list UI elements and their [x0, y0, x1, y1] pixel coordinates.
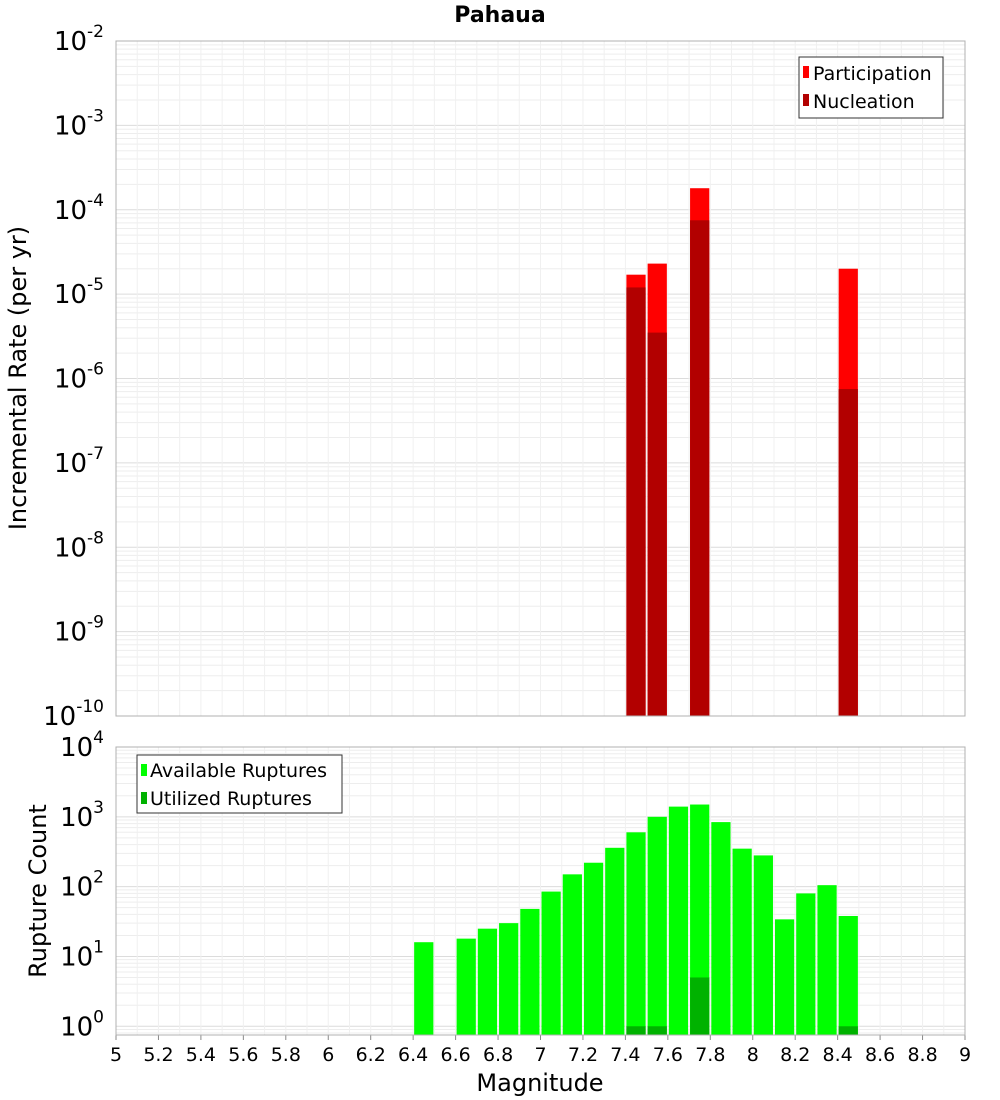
- available-ruptures-bar: [753, 855, 773, 1035]
- available-ruptures-bar: [414, 942, 434, 1035]
- x-tick-label: 8.2: [780, 1044, 810, 1066]
- count-legend-box: [136, 754, 343, 814]
- y-tick-label: 104: [60, 728, 104, 763]
- available-ruptures-bar: [732, 848, 752, 1035]
- available-ruptures-bar: [796, 893, 816, 1035]
- count-panel: 100 101 102 103 104 5 5.2 5.4 5.6 5.8 6 6.2 6.4 6.6 6…: [24, 728, 971, 1097]
- nucleation-bar: [626, 287, 646, 716]
- x-tick-label: 5.6: [228, 1044, 258, 1066]
- x-tick-label: 6: [322, 1044, 334, 1066]
- count-legend: Available Ruptures Utilized Ruptures: [136, 754, 343, 814]
- available-ruptures-bar: [838, 915, 858, 1035]
- y-tick-label: 10-7: [54, 444, 104, 479]
- available-ruptures-bar: [520, 908, 540, 1035]
- count-y-ticks: 100 101 102 103 104: [60, 728, 104, 1042]
- available-ruptures-bar: [668, 806, 689, 1035]
- rate-plot-frame: [115, 40, 966, 717]
- chart-title: Pahaua: [454, 3, 545, 28]
- legend-swatch-participation: [803, 66, 809, 78]
- x-tick-label: 7.4: [610, 1044, 640, 1066]
- legend-swatch-utilized: [141, 792, 147, 804]
- y-tick-label: 102: [60, 868, 104, 903]
- nucleation-bar: [838, 389, 858, 716]
- x-tick-label: 5.8: [271, 1044, 301, 1066]
- utilized-ruptures-bar: [647, 1026, 667, 1035]
- utilized-ruptures-bar: [690, 977, 710, 1035]
- rate-legend: Participation Nucleation: [798, 56, 944, 119]
- legend-label-utilized: Utilized Ruptures: [150, 788, 312, 810]
- legend-label-nucleation: Nucleation: [813, 91, 915, 113]
- available-ruptures-bar: [711, 822, 731, 1035]
- rate-panel: 10-10 10-9 10-8 10-7 10-6 10-5 10-4 10-3 10-2 Pa…: [4, 3, 966, 732]
- y-tick-label: 103: [60, 798, 104, 833]
- available-ruptures-bar: [583, 862, 604, 1035]
- rate-grid: [115, 40, 966, 717]
- y-tick-label: 10-3: [54, 106, 104, 141]
- rate-legend-box: [798, 56, 944, 119]
- x-axis-label: Magnitude: [476, 1069, 603, 1097]
- nucleation-bar: [690, 220, 710, 717]
- y-tick-label: 10-8: [54, 528, 104, 563]
- rate-y-ticks: 10-10 10-9 10-8 10-7 10-6 10-5 10-4 10-3 10-2: [43, 22, 104, 732]
- rate-bars: [626, 188, 858, 717]
- y-tick-label: 100: [60, 1007, 104, 1042]
- available-ruptures-bar: [690, 804, 710, 1035]
- available-ruptures-bar: [626, 832, 646, 1035]
- available-ruptures-bar: [477, 928, 498, 1035]
- x-tick-label: 5: [110, 1044, 122, 1066]
- available-ruptures-bar: [562, 874, 582, 1035]
- y-tick-label: 10-4: [54, 191, 104, 226]
- legend-label-participation: Participation: [813, 63, 932, 85]
- utilized-ruptures-bar: [626, 1026, 646, 1035]
- x-tick-label: 6.2: [356, 1044, 386, 1066]
- utilized-ruptures-bar: [838, 1026, 858, 1035]
- count-y-axis-label: Rupture Count: [24, 804, 52, 978]
- count-x-ticks: 5 5.2 5.4 5.6 5.8 6 6.2 6.4 6.6 6.8 7 7.2 7.4 7.6 7.8 8…: [110, 1035, 971, 1066]
- count-plot-frame: [115, 746, 966, 1036]
- x-tick-label: 6.8: [483, 1044, 513, 1066]
- y-tick-label: 10-5: [54, 275, 104, 310]
- x-tick-label: 6.6: [440, 1044, 470, 1066]
- x-tick-label: 9: [959, 1044, 971, 1066]
- x-tick-label: 8.6: [865, 1044, 895, 1066]
- available-ruptures-bar: [817, 885, 837, 1035]
- y-tick-label: 101: [60, 937, 104, 972]
- y-tick-label: 10-2: [54, 22, 104, 57]
- nucleation-bar: [647, 332, 667, 716]
- available-ruptures-bar: [499, 923, 519, 1035]
- x-tick-label: 5.4: [186, 1044, 216, 1066]
- x-tick-label: 7: [534, 1044, 546, 1066]
- legend-swatch-nucleation: [803, 94, 809, 106]
- x-tick-label: 5.2: [143, 1044, 173, 1066]
- y-tick-label: 10-9: [54, 613, 104, 648]
- count-bars: [414, 804, 858, 1035]
- available-ruptures-bar: [605, 847, 625, 1035]
- available-ruptures-bar: [774, 919, 795, 1035]
- x-tick-label: 8: [747, 1044, 759, 1066]
- x-tick-label: 7.6: [653, 1044, 683, 1066]
- x-tick-label: 7.2: [568, 1044, 598, 1066]
- legend-label-available: Available Ruptures: [150, 760, 327, 782]
- rate-y-axis-label: Incremental Rate (per yr): [4, 226, 32, 530]
- x-tick-label: 6.4: [398, 1044, 428, 1066]
- legend-swatch-available: [141, 764, 147, 776]
- y-tick-label: 10-10: [43, 697, 104, 732]
- y-tick-label: 10-6: [54, 360, 104, 395]
- available-ruptures-bar: [541, 891, 561, 1035]
- x-tick-label: 8.4: [823, 1044, 853, 1066]
- available-ruptures-bar: [647, 816, 667, 1035]
- x-tick-label: 8.8: [907, 1044, 937, 1066]
- x-tick-label: 7.8: [695, 1044, 725, 1066]
- available-ruptures-bar: [456, 938, 476, 1035]
